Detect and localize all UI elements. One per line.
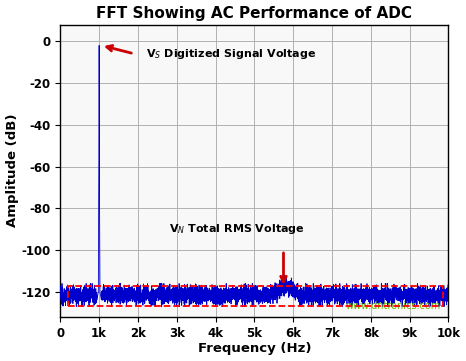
Text: V$_N$ Total RMS Voltage: V$_N$ Total RMS Voltage: [169, 222, 305, 236]
Bar: [68, 286, 443, 306]
Y-axis label: Amplitude (dB): Amplitude (dB): [6, 114, 19, 227]
Text: V$_S$ Digitized Signal Voltage: V$_S$ Digitized Signal Voltage: [146, 47, 316, 61]
Title: FFT Showing AC Performance of ADC: FFT Showing AC Performance of ADC: [96, 5, 412, 21]
Text: www.dntronics.com: www.dntronics.com: [345, 301, 441, 311]
X-axis label: Frequency (Hz): Frequency (Hz): [198, 343, 311, 356]
